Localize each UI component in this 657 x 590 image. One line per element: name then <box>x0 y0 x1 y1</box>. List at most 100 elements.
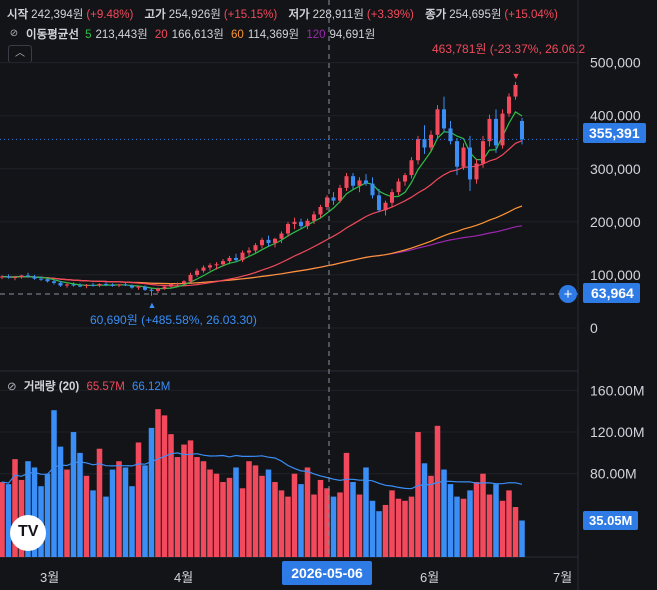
volume-bar <box>285 496 291 557</box>
candle-body <box>441 109 447 129</box>
volume-bar <box>428 475 434 557</box>
volume-bar <box>265 469 272 557</box>
volume-bar <box>369 500 376 557</box>
candle-body <box>474 163 479 180</box>
volume-bar <box>278 490 285 557</box>
ma20-line <box>1 140 523 287</box>
candle-body <box>467 147 473 180</box>
ma-legend-title: 이동평균선 <box>26 29 79 41</box>
tradingview-logo[interactable]: TV <box>10 515 46 551</box>
candle-body <box>259 239 265 246</box>
candle-body <box>266 239 271 244</box>
volume-bar <box>330 496 337 557</box>
high-value: 254,926원 <box>168 9 221 21</box>
high-annotation: 463,781원 (-23.37%, 26.06.2 <box>432 42 585 56</box>
crosshair-price-badge: 63,964 <box>583 283 640 303</box>
volume-bar <box>194 457 200 557</box>
x-tick-jul: 7월 <box>553 570 573 585</box>
candle-body <box>500 113 505 146</box>
candle-body <box>357 180 362 186</box>
y-tick-label: 200,000 <box>590 214 641 230</box>
candle-body <box>207 265 213 268</box>
volume-bar <box>96 448 103 557</box>
volume-ma-line <box>1 452 523 490</box>
candle-body <box>38 278 44 280</box>
volume-bar <box>350 482 356 557</box>
candle-body <box>506 96 512 114</box>
volume-badge: 35.05M <box>583 511 639 530</box>
low-marker-icon: ▲ <box>148 300 157 310</box>
volume-bar <box>259 475 265 557</box>
candle-body <box>97 283 102 286</box>
candle-body <box>409 160 414 176</box>
candle-body <box>493 118 499 146</box>
eye-hide-icon[interactable]: ⊘ <box>7 381 17 393</box>
candle-body <box>181 281 187 284</box>
volume-bar <box>109 469 116 557</box>
y-tick-label: 100,000 <box>590 267 641 283</box>
candle-body <box>188 274 193 282</box>
volume-bar <box>395 498 402 557</box>
candle-body <box>396 181 401 193</box>
volume-bar <box>473 482 480 557</box>
volume-bar <box>467 490 473 557</box>
candle-body <box>71 284 76 286</box>
candle-body <box>19 275 24 278</box>
candle-body <box>0 276 5 278</box>
low-label: 저가 <box>288 9 310 21</box>
candle-body <box>435 109 440 135</box>
candle-body <box>370 183 375 196</box>
volume-bar <box>187 440 194 557</box>
volume-bar <box>246 461 252 557</box>
volume-value: 65.57M <box>86 381 125 393</box>
candle-body <box>90 285 96 287</box>
volume-bar <box>434 425 441 557</box>
high-pct: (+15.15%) <box>223 9 278 21</box>
candle-body <box>480 141 486 164</box>
volume-bar <box>161 415 168 557</box>
volume-bar <box>64 469 70 557</box>
candle-body <box>513 84 518 97</box>
candle-body <box>233 257 239 261</box>
candle-body <box>129 285 135 288</box>
volume-tick-label: 120.00M <box>590 424 644 440</box>
volume-bar <box>77 452 83 557</box>
candle-body <box>149 289 154 291</box>
ma20-value: 166,613원 <box>171 29 224 41</box>
volume-bar <box>116 461 122 557</box>
candle-body <box>136 286 141 288</box>
eye-hide-icon[interactable]: ⊘ <box>9 28 19 39</box>
volume-bar <box>12 459 18 557</box>
candle-body <box>272 238 278 244</box>
ma120-period: 120 <box>306 29 326 41</box>
volume-bar <box>272 482 278 557</box>
candle-body <box>519 121 525 140</box>
add-alert-icon[interactable] <box>559 285 577 303</box>
ma5-value: 213,443원 <box>95 29 148 41</box>
volume-bar <box>51 410 57 557</box>
volume-tick-label: 160.00M <box>590 382 644 398</box>
volume-bar <box>200 461 207 557</box>
candle-body <box>292 221 297 224</box>
candle-body <box>84 285 89 287</box>
volume-bar <box>480 473 486 557</box>
volume-bar <box>519 520 525 557</box>
volume-bar <box>343 452 350 557</box>
low-pct: (+3.39%) <box>366 9 414 21</box>
volume-bar <box>226 477 233 557</box>
x-tick-jun: 6월 <box>420 570 440 585</box>
candle-body <box>201 267 206 271</box>
x-tick-apr: 4월 <box>174 570 194 585</box>
volume-bar <box>44 473 51 557</box>
low-value: 228,911원 <box>312 9 364 21</box>
candle-body <box>428 134 434 148</box>
volume-bar <box>135 442 142 557</box>
candle-body <box>305 220 310 227</box>
plus-icon[interactable]: + <box>564 286 573 303</box>
candle-body <box>220 261 226 265</box>
candle-body <box>175 283 180 285</box>
candle-body <box>285 223 291 234</box>
volume-bar <box>324 488 330 557</box>
volume-bar <box>506 490 512 557</box>
